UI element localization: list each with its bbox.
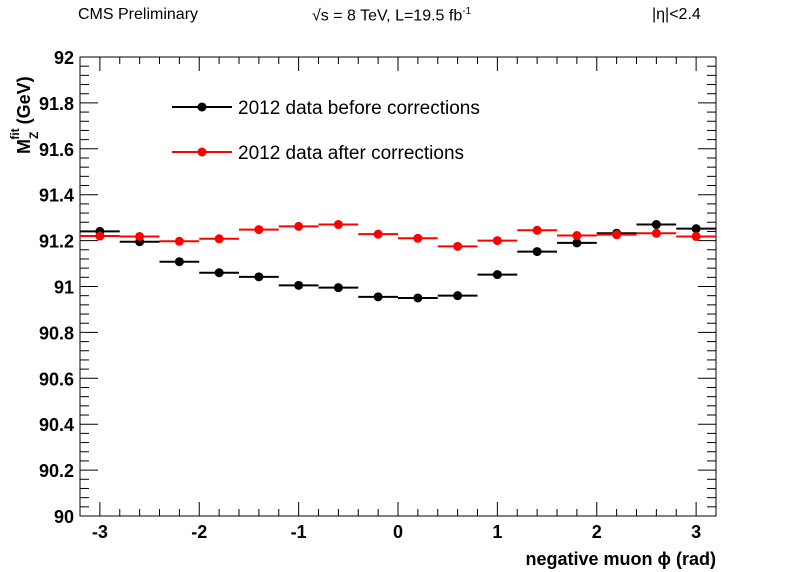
data-point [174,257,184,267]
x-tick-label: 3 [691,522,701,542]
data-point [612,230,622,240]
x-tick-label: -3 [92,522,108,542]
y-tick-label: 91.2 [39,232,74,252]
legend-marker [197,102,207,112]
x-tick-label: 2 [592,522,602,542]
data-point [492,270,502,280]
y-tick-label: 92 [54,48,74,68]
y-axis-label-unit: (GeV) [14,76,34,124]
svg-text:MZfit(GeV): MZfit (GeV) [8,76,41,154]
data-point [413,293,423,303]
data-point [294,221,304,231]
data-point [294,280,304,290]
y-tick-label: 91 [54,278,74,298]
header-experiment-label: CMS Preliminary [78,6,199,23]
x-axis-label: negative muon ϕ (rad) [525,549,716,569]
y-tick-label: 90 [54,507,74,527]
data-point [572,231,582,241]
data-point [651,220,661,230]
y-tick-label: 90.6 [39,369,74,389]
y-axis-label: MZfit (GeV) [8,76,41,154]
y-tick-label: 90.4 [39,415,74,435]
header-energy-text: √s = 8 TeV, L=19.5 fb [312,7,463,25]
data-point [532,225,542,235]
header-eta-cut: |η|<2.4 [652,6,701,23]
y-tick-label: 91.6 [39,140,74,160]
x-tick-label: -2 [191,522,207,542]
series-before [80,220,716,303]
data-point [174,236,184,246]
header-energy-luminosity: √s = 8 TeV, L=19.5 fb-1 [312,6,471,25]
data-point [453,241,463,251]
y-tick-label: 91.4 [39,186,74,206]
x-tick-label: -1 [291,522,307,542]
data-point [492,236,502,246]
legend-entry: 2012 data before corrections [238,98,480,119]
data-point [532,247,542,257]
data-point [413,233,423,243]
data-point [453,291,463,301]
data-point [333,220,343,230]
axis-ticks [79,56,717,517]
data-point [333,283,343,293]
header-energy-superscript: -1 [462,6,472,17]
data-point [373,292,383,302]
y-axis-label-subscript: Z [27,132,41,139]
y-tick-label: 91.8 [39,94,74,114]
data-point [373,229,383,239]
x-tick-label: 1 [492,522,502,542]
data-point [214,268,224,278]
y-axis-label-superscript: fit [8,128,22,139]
tick-labels: 90 90.2 90.4 90.6 90.8 91 91.2 91.4 91.6 91.8 92 -3… [39,48,701,542]
data-point [254,272,264,282]
data-point [214,234,224,244]
data-point [651,228,661,238]
x-tick-label: 0 [393,522,403,542]
legend-entry: 2012 data after corrections [238,143,464,164]
y-tick-label: 90.2 [39,461,74,481]
plot-frame [79,56,717,517]
legend-marker [197,147,207,157]
y-axis-label-main: M [14,139,34,154]
legend: 2012 data before corrections 2012 data af… [172,98,480,164]
y-tick-label: 90.8 [39,323,74,343]
data-point [254,225,264,235]
data-point [95,231,105,241]
series-after [80,220,716,251]
data-point [691,224,701,234]
series-layer [80,220,716,303]
data-point [691,231,701,241]
data-point [135,231,145,241]
data-point [572,238,582,248]
